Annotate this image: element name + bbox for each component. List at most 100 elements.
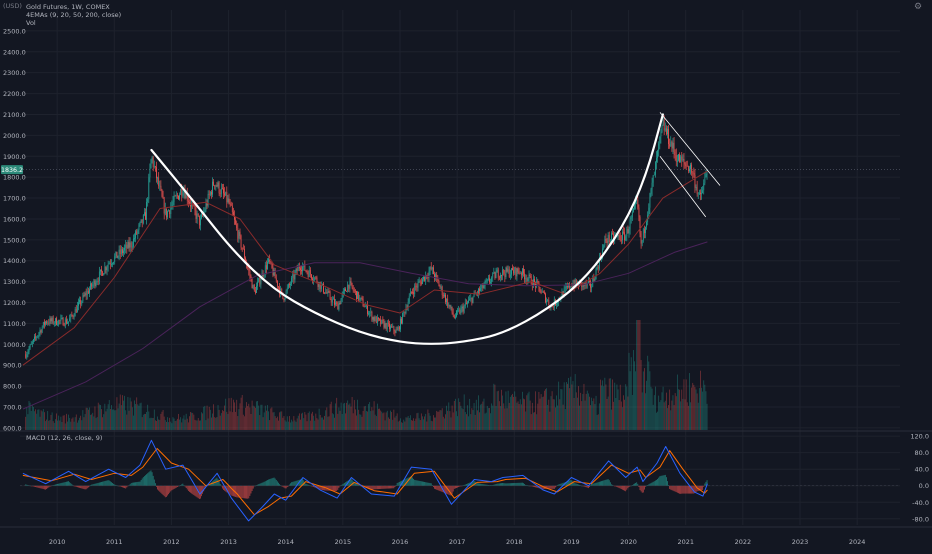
candle-body [370, 311, 372, 313]
candle-body [48, 322, 50, 324]
macd-histogram-bar [635, 482, 636, 486]
candle-body [649, 193, 651, 208]
macd-histogram-bar [200, 485, 201, 499]
candle-body [497, 269, 499, 278]
volume-bar [402, 422, 404, 430]
macd-histogram-bar [318, 485, 320, 490]
macd-histogram-bar [584, 485, 586, 487]
candle-body [515, 267, 517, 277]
volume-bar [587, 393, 589, 430]
volume-bar [463, 394, 465, 430]
volume-bar [300, 419, 301, 430]
volume-bar [290, 422, 291, 430]
candle-body [336, 302, 338, 304]
volume-bar [648, 361, 650, 430]
candle-body [692, 172, 694, 174]
candle-body [173, 195, 175, 202]
macd-histogram-bar [439, 485, 441, 492]
macd-histogram-bar [530, 485, 532, 487]
candle-body [527, 278, 529, 281]
macd-histogram-bar [120, 485, 122, 487]
volume-bar [409, 415, 411, 430]
volume-indicator-label[interactable]: Vol [26, 19, 36, 27]
macd-histogram-bar [235, 485, 236, 497]
volume-bar [149, 418, 151, 430]
volume-bar [171, 423, 173, 430]
macd-histogram-bar [423, 481, 424, 486]
volume-bar [25, 416, 27, 430]
candle-body [625, 236, 627, 241]
macd-indicator-label[interactable]: MACD (12, 26, close, 9) [26, 434, 103, 442]
volume-bar [41, 411, 43, 430]
candle-body [459, 309, 461, 314]
macd-histogram-bar [167, 485, 168, 496]
volume-bar [406, 417, 408, 430]
candle-body [198, 215, 200, 226]
volume-bar [517, 401, 519, 430]
candle-body [640, 233, 642, 244]
volume-bar [490, 413, 491, 430]
macd-histogram-bar [638, 485, 640, 487]
volume-bar [151, 417, 153, 430]
candle-body [413, 292, 415, 295]
volume-bar [93, 416, 95, 430]
candle-body [130, 242, 132, 248]
volume-bar [96, 417, 98, 430]
ema-indicator-label[interactable]: 4EMAs (9, 20, 50, 200, close) [26, 11, 122, 19]
volume-bar [117, 408, 119, 430]
macd-histogram-bar [651, 482, 653, 486]
settings-gear-icon[interactable]: ⚙ [914, 2, 923, 12]
volume-bar [31, 405, 33, 430]
macd-histogram-bar [611, 484, 612, 486]
candle-body [341, 294, 343, 299]
macd-histogram-bar [47, 485, 49, 489]
candle-body [484, 281, 486, 286]
volume-bar [292, 421, 294, 430]
macd-histogram-bar [49, 485, 51, 487]
macd-histogram-bar [690, 485, 691, 494]
time-axis-tick: 2019 [563, 538, 580, 546]
candle-body [285, 290, 287, 298]
macd-histogram-bar [462, 485, 464, 486]
volume-bar [583, 383, 585, 430]
volume-bar [358, 409, 360, 430]
candle-body [590, 281, 591, 288]
volume-bar [265, 410, 267, 430]
volume-bar [403, 419, 405, 430]
candle-body [414, 285, 416, 295]
volume-bar [696, 393, 698, 430]
symbol-title[interactable]: Gold Futures, 1W, COMEX [26, 3, 110, 11]
candle-body [201, 214, 202, 219]
volume-bar [318, 408, 320, 430]
candle-body [287, 284, 289, 288]
volume-bar [289, 416, 290, 430]
volume-bar [624, 399, 625, 430]
macd-histogram-bar [152, 475, 154, 486]
volume-bar [474, 414, 476, 430]
volume-bar [671, 400, 673, 430]
candle-body [574, 279, 576, 288]
macd-histogram-bar [323, 485, 324, 491]
time-axis-tick: 2011 [106, 538, 123, 546]
volume-bar [530, 414, 532, 430]
candle-body [326, 291, 328, 294]
candle-body [252, 284, 254, 289]
candle-body [358, 291, 360, 301]
volume-bar [156, 421, 157, 430]
candle-body [656, 158, 657, 163]
macd-axis-tick: -40.0 [912, 499, 929, 507]
volume-bar [449, 411, 451, 430]
macd-histogram-bar [487, 484, 489, 486]
candle-body [98, 271, 100, 282]
candle-body [446, 298, 447, 303]
candle-body [403, 312, 405, 314]
volume-bar [424, 416, 425, 430]
macd-histogram-bar [322, 485, 323, 490]
volume-bar [382, 413, 384, 430]
candle-body [489, 278, 490, 283]
macd-histogram-bar [600, 481, 601, 486]
macd-histogram-bar [453, 485, 455, 489]
macd-histogram-bar [484, 484, 486, 486]
